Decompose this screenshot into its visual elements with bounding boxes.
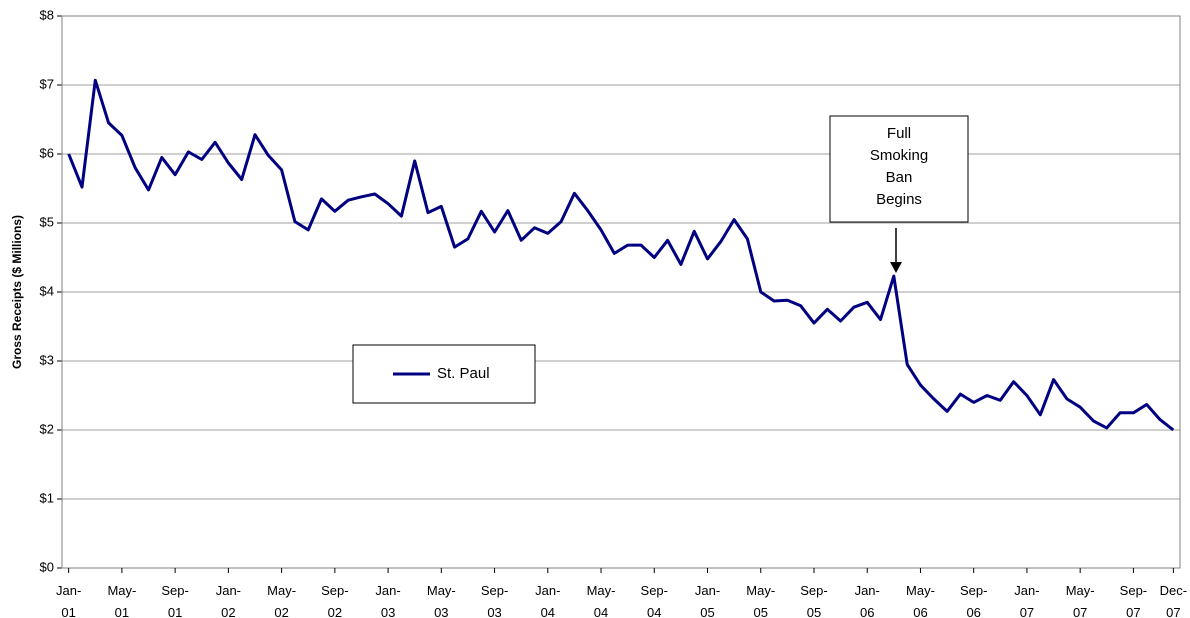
legend-label: St. Paul xyxy=(437,365,490,382)
x-tick-label: Sep-01 xyxy=(161,583,188,618)
x-tick-label: Sep-06 xyxy=(960,583,987,618)
x-tick-label: Jan-04 xyxy=(535,583,560,618)
y-tick-label: $2 xyxy=(40,421,54,436)
y-tick-label: $8 xyxy=(40,7,54,22)
x-tick-label: May-01 xyxy=(107,583,136,618)
annotation-box xyxy=(829,115,969,223)
x-tick-label: Sep-05 xyxy=(800,583,827,618)
x-tick-label: May-07 xyxy=(1066,583,1095,618)
x-tick-label: May-02 xyxy=(267,583,296,618)
x-tick-label: Sep-04 xyxy=(641,583,668,618)
x-tick-label: May-06 xyxy=(906,583,935,618)
y-tick-label: $3 xyxy=(40,352,54,367)
x-tick-label: Sep-07 xyxy=(1120,583,1147,618)
annotation-text: Ban xyxy=(886,169,913,186)
annotation-text: Full xyxy=(887,125,911,142)
annotation-arrowhead xyxy=(890,262,902,273)
x-tick-label: Jan-06 xyxy=(855,583,880,618)
y-tick-label: $7 xyxy=(40,76,54,91)
y-tick-label: $5 xyxy=(40,214,54,229)
plot-border xyxy=(61,15,1181,569)
x-tick-label: Sep-02 xyxy=(321,583,348,618)
y-tick-label: $4 xyxy=(40,283,54,298)
y-axis-label: Gross Receipts ($ Millions) xyxy=(10,215,24,369)
y-tick-label: $0 xyxy=(40,559,54,574)
x-tick-label: Jan-03 xyxy=(375,583,400,618)
x-tick-label: May-05 xyxy=(746,583,775,618)
legend-box xyxy=(352,344,536,404)
x-tick-label: Jan-02 xyxy=(216,583,241,618)
annotation-text: Begins xyxy=(876,191,922,208)
series-line xyxy=(67,78,1175,432)
x-tick-label: Jan-07 xyxy=(1014,583,1039,618)
y-tick-label: $1 xyxy=(40,490,54,505)
x-tick-label: Jan-01 xyxy=(56,583,81,618)
x-tick-label: May-03 xyxy=(427,583,456,618)
y-tick-label: $6 xyxy=(40,145,54,160)
annotation-text: Smoking xyxy=(870,147,928,164)
x-tick-label: Sep-03 xyxy=(481,583,508,618)
x-tick-label: May-04 xyxy=(587,583,616,618)
x-tick-label: Dec-07 xyxy=(1160,583,1187,618)
x-tick-label: Jan-05 xyxy=(695,583,720,618)
